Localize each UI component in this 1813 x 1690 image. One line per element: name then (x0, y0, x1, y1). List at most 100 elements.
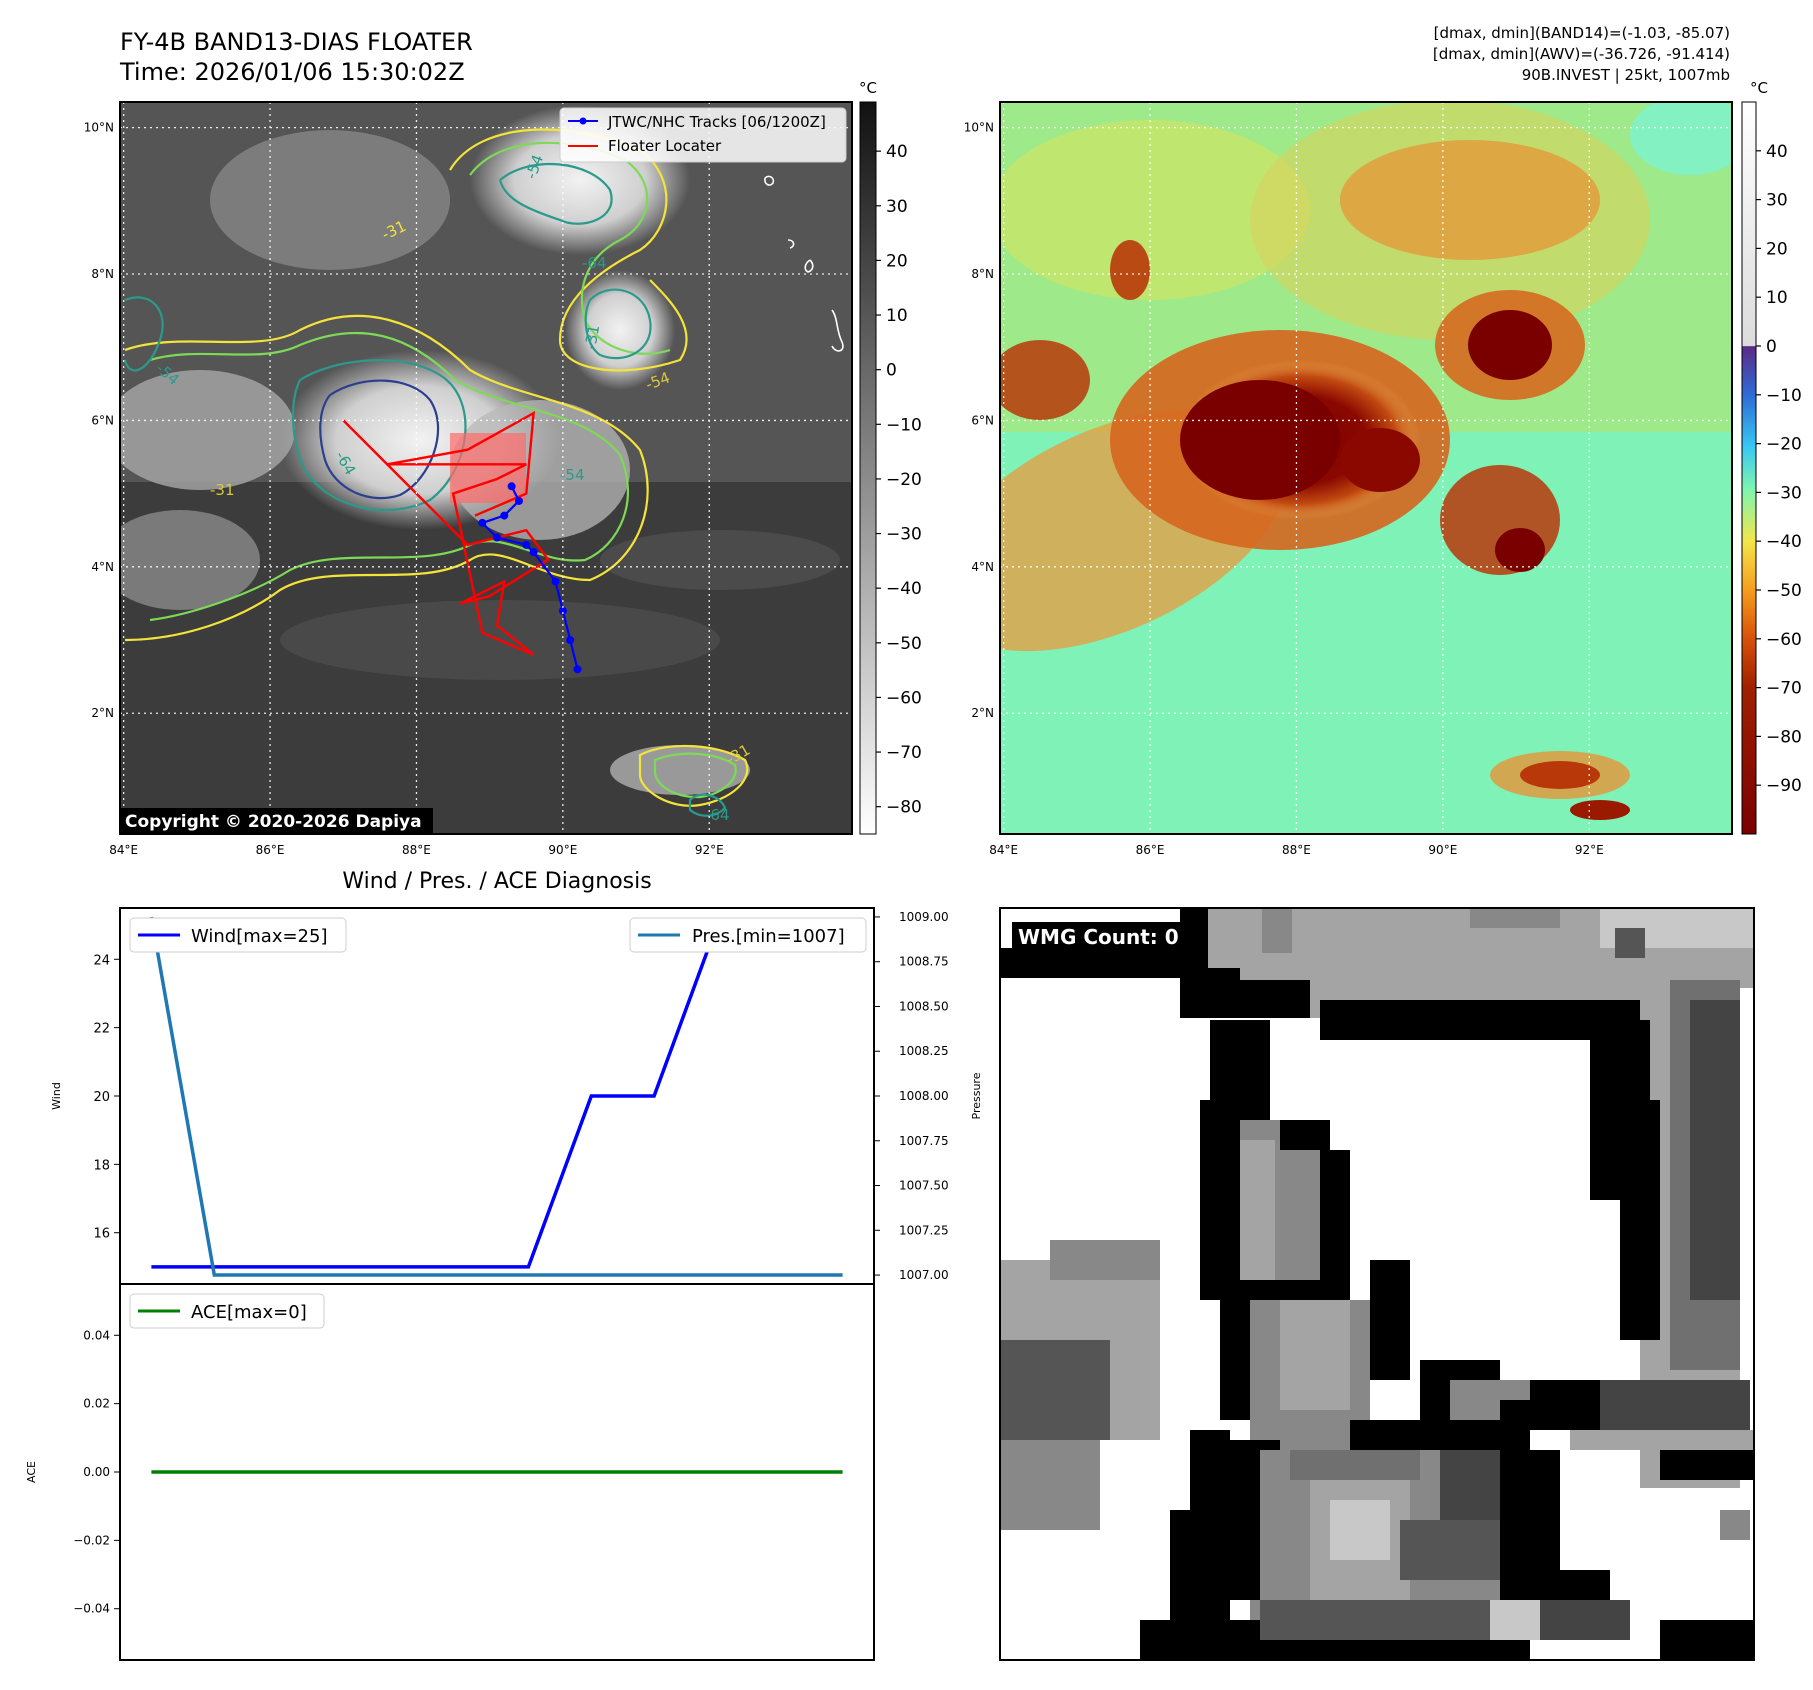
colorbar-tick-label: −10 (886, 415, 922, 435)
colorbar-tick-label: 30 (1766, 191, 1788, 211)
lon-tick-label: 92°E (1575, 843, 1604, 857)
colorbar-tick-label: 20 (886, 251, 908, 271)
track-point (492, 533, 501, 542)
ir-imagery: -31 -54 -64 -31 -54 -64 -31 -54 -31 -54 … (120, 102, 852, 834)
track-point (507, 482, 516, 491)
lat-tick-label: 2°N (91, 706, 114, 720)
lat-tick-label: 6°N (971, 413, 994, 427)
colorbar-tick-label: 40 (1766, 142, 1788, 162)
pres-tick-label: 1007.75 (899, 1134, 949, 1148)
copyright-text: Copyright © 2020-2026 Dapiya (125, 812, 422, 832)
wmg-label-box (1012, 922, 1188, 952)
lat-tick-label: 4°N (91, 560, 114, 574)
ace-tick-label: 0.04 (83, 1328, 110, 1342)
ace-tick-label: 0.02 (83, 1397, 110, 1411)
track-marker-icon (579, 117, 587, 125)
title-line-2: Time: 2026/01/06 15:30:02Z (119, 58, 465, 86)
floater-path (342, 410, 550, 656)
track-point (566, 636, 575, 645)
lon-tick-label: 90°E (1428, 843, 1457, 857)
colorbar-tick-label: −20 (886, 470, 922, 490)
contour-label: -64 (582, 254, 607, 272)
track-point (529, 548, 538, 557)
lat-tick-label: 4°N (971, 560, 994, 574)
wind-tick-label: 18 (93, 1158, 110, 1173)
pressure-series-line (149, 916, 843, 1277)
lon-tick-label: 84°E (989, 843, 1018, 857)
lon-tick-label: 92°E (695, 843, 724, 857)
lat-tick-label: 6°N (91, 413, 114, 427)
colorbar-tick-label: −40 (886, 579, 922, 599)
colorbar-tick-label: −50 (1766, 581, 1802, 601)
info-line-2: [dmax, dmin](AWV)=(-36.726, -91.414) (1433, 45, 1730, 63)
colorbar-tick-label: −70 (886, 743, 922, 763)
colorbar-tick-label: 40 (886, 142, 908, 162)
legend-tracks: JTWC/NHC Tracks [06/1200Z] (607, 113, 826, 131)
pres-legend-label: Pres.[min=1007] (692, 926, 845, 947)
title-line-1: FY-4B BAND13-DIAS FLOATER (120, 28, 473, 56)
colorbar-tick-label: −40 (1766, 532, 1802, 552)
pres-tick-label: 1009.00 (899, 910, 949, 924)
ace-legend: ACE[max=0] (129, 1293, 325, 1329)
wv-colorbar-unit: °C (1750, 79, 1768, 97)
wv-colorbar (1741, 101, 1757, 835)
lon-tick-label: 88°E (1282, 843, 1311, 857)
ir-panel: -31 -54 -64 -31 -54 -64 -31 -54 -31 -54 … (84, 79, 922, 857)
info-line-3: 90B.INVEST | 25kt, 1007mb (1522, 66, 1730, 84)
track-point (551, 577, 560, 586)
wind-legend: Wind[max=25] (129, 917, 347, 953)
wind-legend-label: Wind[max=25] (191, 926, 328, 947)
track-point (522, 540, 531, 549)
track-point (478, 518, 487, 527)
ir-legend: JTWC/NHC Tracks [06/1200Z] Floater Locat… (559, 107, 847, 163)
map-gridlines (1000, 102, 1732, 834)
track-point (573, 665, 582, 674)
pres-tick-label: 1008.00 (899, 1089, 949, 1103)
lon-tick-label: 88°E (402, 843, 431, 857)
pres-tick-label: 1008.25 (899, 1044, 949, 1058)
lon-tick-label: 84°E (109, 843, 138, 857)
wind-tick-label: 22 (93, 1022, 110, 1037)
wind-tick-label: 20 (93, 1090, 110, 1105)
colorbar-tick-label: −20 (1766, 435, 1802, 455)
colorbar-tick-label: −80 (1766, 727, 1802, 747)
lon-tick-label: 90°E (548, 843, 577, 857)
lon-tick-label: 86°E (256, 843, 285, 857)
contour-label: -31 (210, 481, 235, 499)
legend-floater: Floater Locater (608, 137, 722, 155)
lat-tick-label: 2°N (971, 706, 994, 720)
pres-tick-label: 1007.00 (899, 1268, 949, 1282)
colorbar-tick-label: −70 (1766, 679, 1802, 699)
colorbar-tick-label: −60 (1766, 630, 1802, 650)
wind-pres-chart: 16 18 20 22 24 1007.00 1007.25 1007.50 1007.75 1… (50, 907, 983, 1285)
track-point (500, 511, 509, 520)
wind-tick-label: 16 (93, 1227, 110, 1242)
pres-tick-label: 1007.50 (899, 1179, 949, 1193)
wmg-count: WMG Count: 0 (1018, 925, 1179, 949)
colorbar-tick-label: 30 (886, 197, 908, 217)
ir-colorbar (859, 101, 877, 835)
pres-tick-label: 1008.50 (899, 999, 949, 1013)
colorbar-tick-label: −10 (1766, 386, 1802, 406)
diagnosis-title: Wind / Pres. / ACE Diagnosis (342, 869, 651, 894)
lat-tick-label: 10°N (84, 121, 114, 135)
wv-imagery (1000, 102, 1732, 834)
lat-tick-label: 8°N (971, 267, 994, 281)
colorbar-tick-label: −60 (886, 688, 922, 708)
lat-tick-label: 8°N (91, 267, 114, 281)
colorbar-tick-label: −80 (886, 798, 922, 818)
track-point (558, 606, 567, 615)
ace-tick-label: 0.00 (83, 1465, 110, 1479)
pres-tick-label: 1008.75 (899, 955, 949, 969)
contour-label: -64 (705, 806, 730, 824)
map-gridlines (120, 102, 852, 834)
copyright-box (121, 808, 433, 834)
wmg-grid (1000, 908, 1754, 1660)
track-point (514, 496, 523, 505)
colorbar-tick-label: 20 (1766, 239, 1788, 259)
colorbar-tick-label: −30 (1766, 483, 1802, 503)
colorbar-tick-label: 10 (886, 306, 908, 326)
colorbar-tick-label: −30 (886, 525, 922, 545)
wind-axis-label: Wind (50, 1082, 63, 1110)
